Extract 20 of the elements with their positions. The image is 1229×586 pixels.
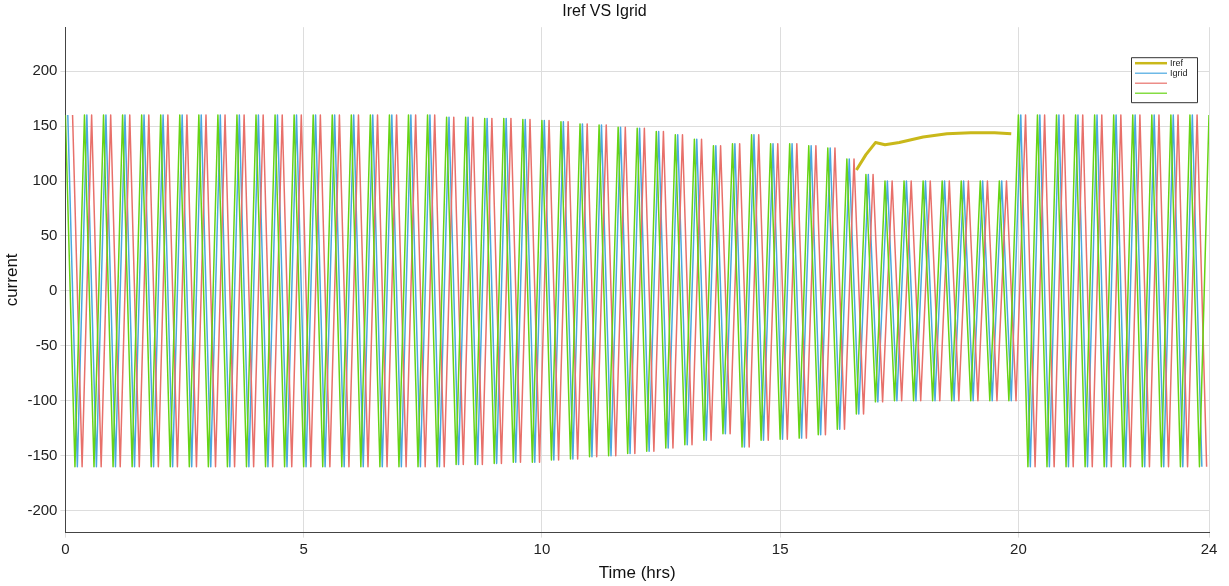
y-tick-label: -50 (35, 335, 58, 353)
x-tick-label: 10 (533, 539, 551, 557)
y-tick-label: 100 (32, 171, 58, 189)
x-tick-label: 5 (299, 539, 308, 557)
legend-label: Iref (1170, 57, 1184, 68)
x-tick-label: 20 (1010, 539, 1027, 557)
x-axis-title: Time (hrs) (598, 563, 676, 583)
y-tick-label: 150 (32, 116, 58, 134)
y-tick-label: -200 (27, 500, 58, 518)
x-tick-label: 0 (61, 539, 70, 557)
chart-title: Iref VS Igrid (562, 2, 647, 20)
x-tick-label: 15 (771, 539, 789, 557)
y-tick-label: 0 (49, 281, 58, 299)
y-tick-label: 200 (32, 61, 58, 79)
y-tick-label: -150 (27, 445, 58, 463)
x-tick-label: 24 (1200, 539, 1218, 557)
y-axis-title: current (1, 253, 21, 307)
y-tick-label: -100 (27, 390, 58, 408)
y-tick-label: 50 (40, 226, 58, 244)
legend-label: Igrid (1170, 67, 1188, 78)
